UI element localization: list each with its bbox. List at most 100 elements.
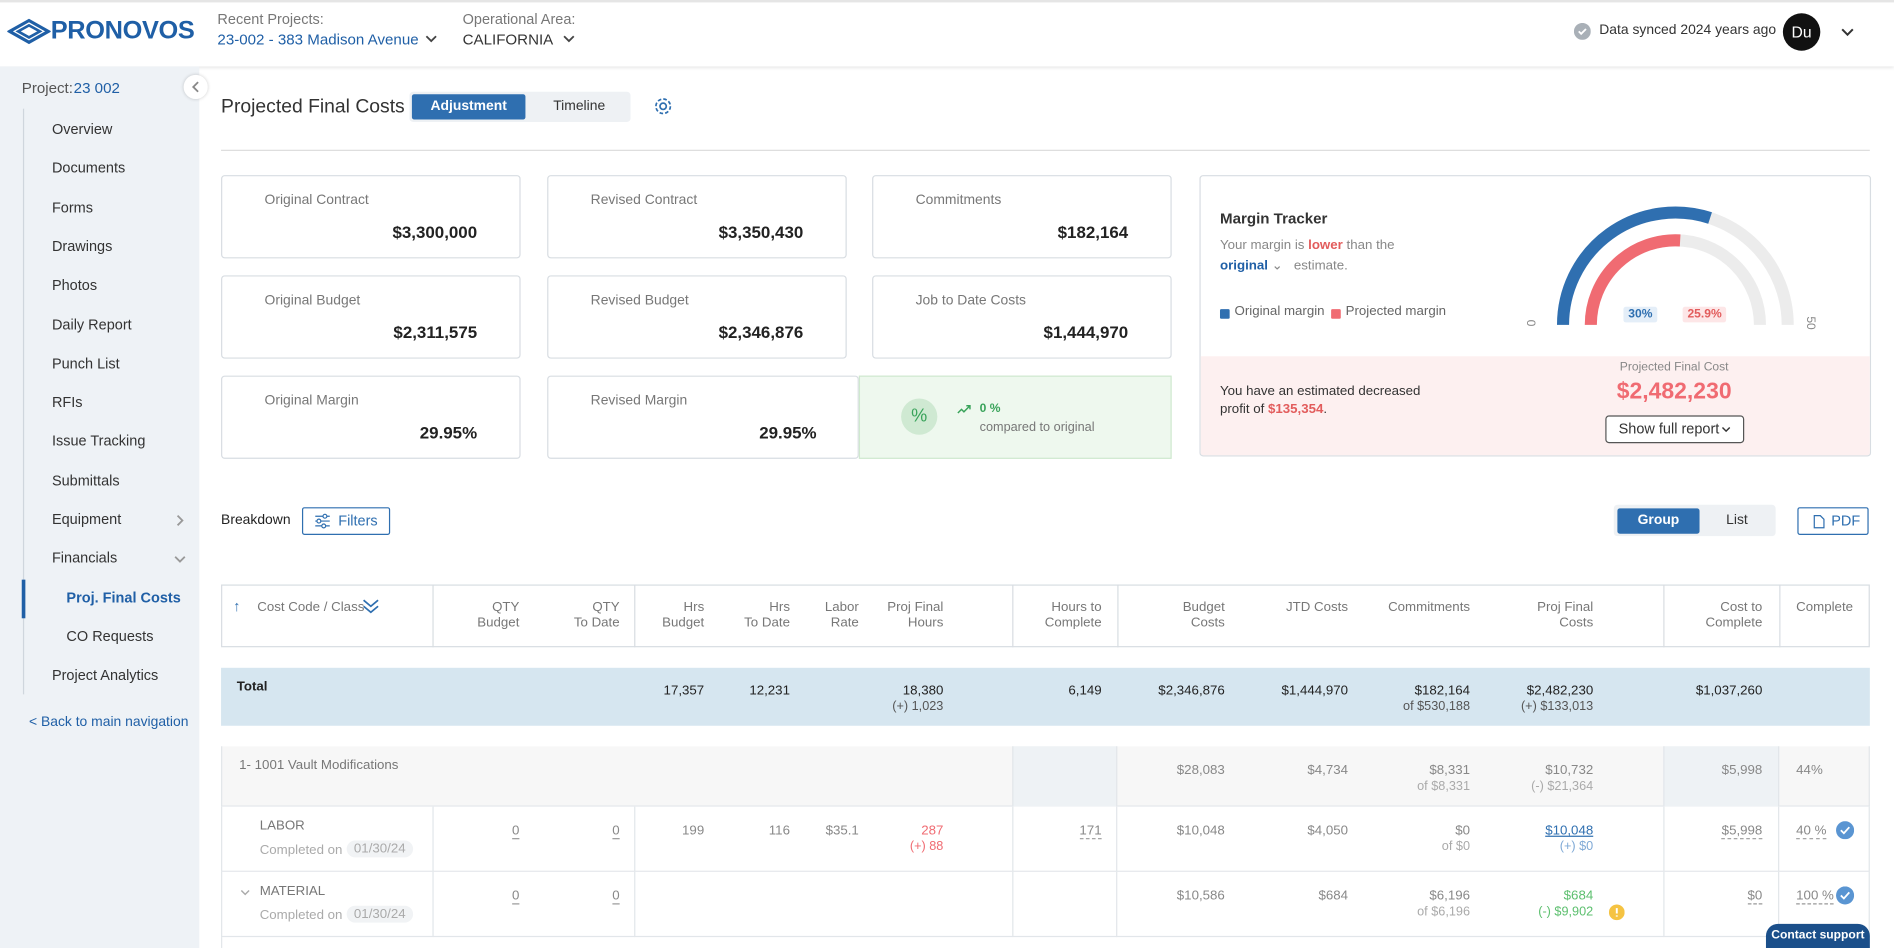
completed-label: Completed on [259,908,343,923]
chevron-icon [425,35,437,43]
table-row [221,871,1870,938]
cell-subvalue: (+) $0 [1559,839,1594,854]
back-link[interactable]: < Back to main navigation [28,714,189,730]
pdf-button[interactable]: PDF [1797,507,1869,535]
column-divider [634,871,636,938]
cell-value: 44% [1796,763,1823,778]
column-divider [634,584,636,648]
nav-item[interactable]: Overview [51,120,113,138]
change-card: % 0 % compared to original [858,375,1172,459]
tracker-text: Your margin is lower than the original ⌄… [1219,237,1395,273]
cell-wrap: $8,331 [1337,758,1470,777]
column-header: Hrs [683,600,705,615]
cell-value: $684 [1318,888,1349,904]
nav-item[interactable]: Project Analytics [51,666,159,684]
summary-card: Original Contract $3,300,000 [221,175,521,259]
emphasis: lower [1308,237,1343,253]
cell-value: 0 [612,888,620,905]
column-header: Complete [1705,615,1763,631]
card-value: $2,311,575 [393,322,478,342]
change-value: 0 % [979,402,1001,416]
cell-value: 171 [1079,823,1102,840]
nav-item[interactable]: Submittals [51,471,120,489]
row-border [221,871,223,938]
shaded-column [1663,746,1780,807]
text: than the [1346,237,1395,253]
filters-button[interactable]: Filters [301,507,391,535]
tab-button[interactable]: Adjustment [411,94,526,120]
shaded-column [1012,746,1118,807]
sidebar [0,66,200,948]
nav-item[interactable]: Issue Tracking [51,432,146,450]
cell-value: 0 [612,823,620,840]
nav-item[interactable]: Financials [51,549,118,567]
nav-item[interactable]: Equipment [51,510,122,528]
change-icon: % [901,398,938,435]
column-header: Commitments [1388,600,1471,615]
estimate-dropdown[interactable]: original [1219,258,1268,273]
cell-wrap: $35.1 [726,819,859,838]
nav-item[interactable]: Forms [51,198,94,216]
row-name: MATERIAL [259,883,326,899]
cell-value: 0 [512,888,520,905]
expand-icon [363,599,379,614]
cell-wrap: 0 [387,819,520,840]
sync-status: Data synced 2024 years ago [1599,22,1777,38]
full-report-button[interactable]: Show full report [1605,415,1745,444]
cell-wrap: 0 [387,884,520,905]
column-header: QTY [592,600,620,615]
cell-wrap: $182,164 [1337,679,1470,698]
logo-text[interactable]: PRONOVOS [50,16,195,45]
cell-wrap: $10,048 [1460,819,1594,839]
column-header: Complete [1796,600,1854,615]
cell-wrap: 0 [487,819,620,840]
cell-value: $10,586 [1176,888,1225,904]
nav-item[interactable]: Photos [51,276,98,294]
settings-icon [655,98,672,115]
gauge-max: 50 [1803,316,1817,330]
cell-wrap: $5,998 [1629,819,1763,840]
nav-item[interactable]: Daily Report [51,315,132,333]
cell-subvalue: (-) $9,902 [1538,904,1594,919]
cell-value: $28,083 [1176,763,1225,778]
cell-wrap: $28,083 [1092,758,1225,778]
area-value[interactable]: CALIFORNIA [462,31,554,49]
nav-item[interactable]: Documents [51,159,126,177]
complete-check [1836,821,1855,840]
gauge-track [1584,234,1766,325]
cell-value: $2,346,876 [1158,683,1225,698]
cell-value: $10,048 [1545,823,1594,839]
column-header: QTY [492,600,520,615]
view-button[interactable]: List [1726,513,1748,528]
column-header: Hours [907,615,944,631]
cell-value: $0 [1455,823,1471,839]
nav-item[interactable]: RFIs [51,393,83,411]
tab-button[interactable]: Timeline [553,99,606,114]
cell-wrap: $10,586 [1092,884,1225,904]
recent-project[interactable]: 23-002 - 383 Madison Avenue [217,31,419,49]
collapse-button[interactable] [183,74,208,100]
nav-item[interactable]: CO Requests [66,627,154,645]
cell-wrap: 40 % [1796,819,1827,840]
nav-item[interactable]: Proj. Final Costs [66,588,181,606]
support-button[interactable]: Contact support [1765,923,1870,948]
cell-subvalue: of $0 [1441,839,1471,854]
gauge-min: 0 [1525,319,1540,327]
cell-subvalue: of $6,196 [1417,904,1471,919]
column-header: Hrs [769,600,790,615]
avatar[interactable]: Du [1782,13,1821,51]
column-header: To Date [744,615,790,631]
pfc-value: $2,482,230 [1616,379,1732,405]
cell-value: $5,998 [1721,823,1763,840]
card-value: $3,350,430 [718,222,804,242]
column-header: Costs [1190,615,1225,631]
cell-wrap: $5,998 [1629,758,1763,777]
column-divider [1117,584,1119,648]
summary-card: Commitments $182,164 [872,175,1172,259]
nav-item[interactable]: Punch List [51,354,120,372]
view-button[interactable]: Group [1617,508,1700,534]
margin-gauge [1556,206,1794,325]
column-divider [1663,584,1665,648]
nav-item[interactable]: Drawings [51,237,113,255]
